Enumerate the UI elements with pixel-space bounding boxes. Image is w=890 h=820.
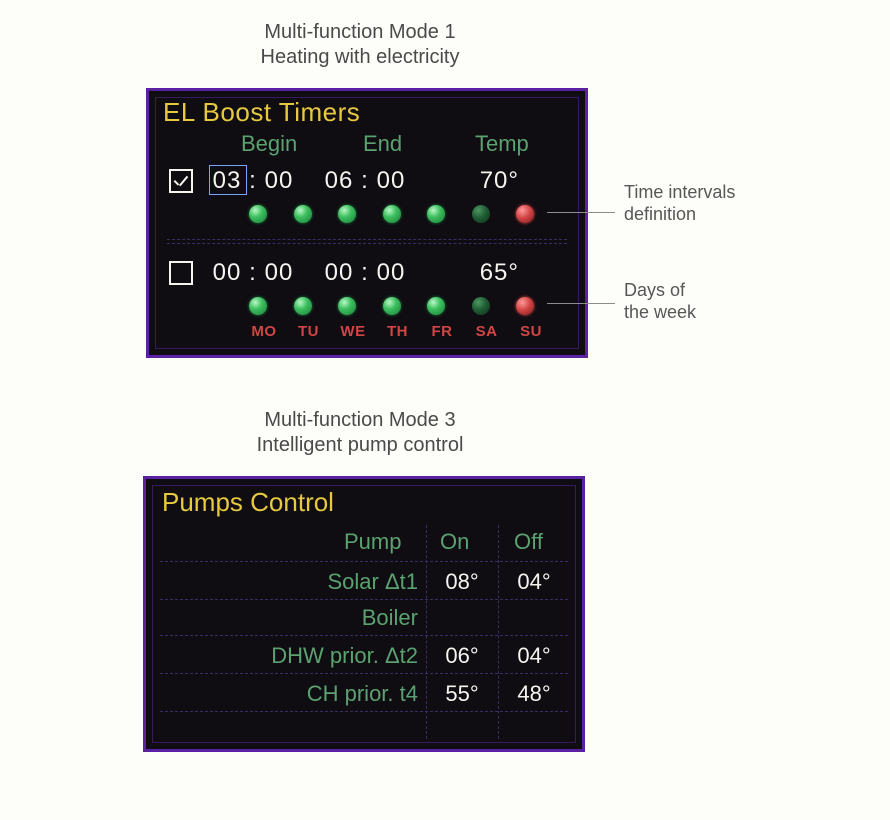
annotation-days-of-week: Days of the week [624, 280, 824, 323]
timer2-enable-checkbox[interactable] [169, 261, 193, 285]
pumps-row4-label: CH prior. t4 [186, 681, 418, 707]
mode3-caption-line1: Multi-function Mode 3 [0, 408, 720, 433]
timer1-end-hour[interactable]: 06 [319, 167, 359, 195]
annotation2-leader [547, 303, 615, 304]
panel2-hsep-5 [160, 711, 568, 712]
timer2-begin-min[interactable]: 00 [259, 259, 299, 287]
day-label-th: TH [383, 323, 413, 340]
pumps-row4-off[interactable]: 48° [502, 681, 566, 707]
annotation1-leader [547, 212, 615, 213]
timer1-end-min[interactable]: 00 [371, 167, 411, 195]
pumps-row3-off[interactable]: 04° [502, 643, 566, 669]
annotation1-line1: Time intervals [624, 182, 824, 204]
mode1-caption-line2: Heating with electricity [0, 45, 720, 70]
timer2-day-sa[interactable] [472, 297, 490, 315]
timer-row-2: 00 : 00 00 : 00 65° [149, 259, 585, 293]
header-begin: Begin [241, 131, 297, 157]
timer2-begin-hour[interactable]: 00 [207, 259, 247, 287]
pumps-row4-on[interactable]: 55° [430, 681, 494, 707]
timer1-begin-min[interactable]: 00 [259, 167, 299, 195]
timer1-day-fr[interactable] [427, 205, 445, 223]
pumps-control-panel: Pumps Control Pump On Off Solar Δt1 08° … [143, 476, 585, 752]
annotation2-line1: Days of [624, 280, 824, 302]
timer1-begin-hour[interactable]: 03 [207, 167, 247, 195]
day-labels-row: MO TU WE TH FR SA SU [249, 323, 557, 340]
panel2-vsep-1 [426, 525, 427, 739]
panel2-title: Pumps Control [162, 487, 334, 518]
pumps-row1-on[interactable]: 08° [430, 569, 494, 595]
timer2-day-su[interactable] [516, 297, 534, 315]
timer1-day-we[interactable] [338, 205, 356, 223]
panel1-divider-b [167, 243, 567, 244]
timer2-begin-colon: : [247, 259, 259, 287]
mode3-caption-line2: Intelligent pump control [0, 433, 720, 458]
panel1-divider-a [167, 239, 567, 240]
pumps-header-on: On [440, 529, 469, 555]
timer1-enable-checkbox[interactable] [169, 169, 193, 193]
panel2-vsep-2 [498, 525, 499, 739]
timer2-end-min[interactable]: 00 [371, 259, 411, 287]
pumps-header-off: Off [514, 529, 543, 555]
timer2-day-mo[interactable] [249, 297, 267, 315]
pumps-row3-on[interactable]: 06° [430, 643, 494, 669]
pumps-row3-label: DHW prior. Δt2 [186, 643, 418, 669]
el-boost-timers-panel: EL Boost Timers Begin End Temp 03 : 00 0… [146, 88, 588, 358]
day-label-we: WE [338, 323, 368, 340]
pumps-row1-label: Solar Δt1 [186, 569, 418, 595]
day-label-tu: TU [294, 323, 324, 340]
timer1-end-colon: : [359, 167, 371, 195]
panel2-hsep-2 [160, 599, 568, 600]
timer1-days-dots [249, 205, 557, 227]
mode3-caption: Multi-function Mode 3 Intelligent pump c… [0, 408, 720, 458]
timer-row-1: 03 : 00 06 : 00 70° [149, 167, 585, 201]
timer2-days-dots [249, 297, 557, 319]
panel2-hsep-4 [160, 673, 568, 674]
day-label-su: SU [516, 323, 546, 340]
timer1-day-su[interactable] [516, 205, 534, 223]
panel2-hsep-3 [160, 635, 568, 636]
pumps-header-pump: Pump [344, 529, 401, 555]
timer2-end-hour[interactable]: 00 [319, 259, 359, 287]
day-label-mo: MO [249, 323, 279, 340]
timer1-day-th[interactable] [383, 205, 401, 223]
timer2-temp[interactable]: 65° [459, 259, 519, 287]
day-label-fr: FR [427, 323, 457, 340]
timer1-day-mo[interactable] [249, 205, 267, 223]
panel1-title: EL Boost Timers [163, 97, 360, 128]
timer2-day-tu[interactable] [294, 297, 312, 315]
annotation1-line2: definition [624, 204, 824, 226]
timer2-day-fr[interactable] [427, 297, 445, 315]
timer1-day-sa[interactable] [472, 205, 490, 223]
pumps-row2-label: Boiler [186, 605, 418, 631]
annotation-time-intervals: Time intervals definition [624, 182, 824, 225]
header-temp: Temp [475, 131, 529, 157]
panel2-hsep-1 [160, 561, 568, 562]
timer1-day-tu[interactable] [294, 205, 312, 223]
timer2-end-colon: : [359, 259, 371, 287]
timer2-day-th[interactable] [383, 297, 401, 315]
timer2-day-we[interactable] [338, 297, 356, 315]
day-label-sa: SA [472, 323, 502, 340]
timer1-begin-colon: : [247, 167, 259, 195]
mode1-caption: Multi-function Mode 1 Heating with elect… [0, 20, 720, 70]
pumps-row1-off[interactable]: 04° [502, 569, 566, 595]
annotation2-line2: the week [624, 302, 824, 324]
timer1-temp[interactable]: 70° [459, 167, 519, 195]
mode1-caption-line1: Multi-function Mode 1 [0, 20, 720, 45]
header-end: End [363, 131, 402, 157]
